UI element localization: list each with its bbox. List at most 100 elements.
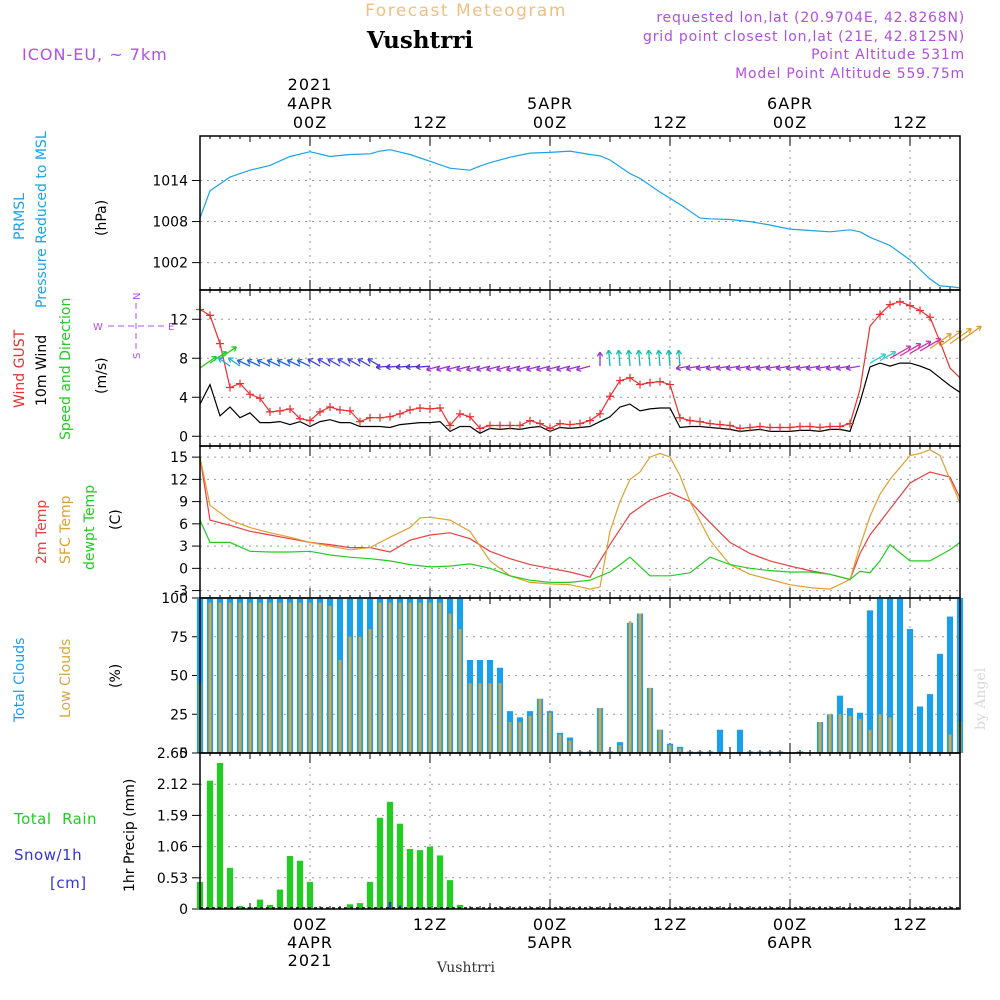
low-cloud-bar <box>828 714 832 753</box>
top-time-label: 6APR <box>767 94 813 113</box>
bottom-time-label: 4APR <box>287 933 333 952</box>
low-cloud-bar <box>488 683 492 753</box>
gust-marker <box>536 419 544 428</box>
low-cloud-bar <box>848 715 852 753</box>
y-tick-label: 15 <box>170 450 188 466</box>
top-time-label: 12Z <box>893 113 927 132</box>
gust-marker <box>816 423 824 432</box>
wind-direction-arrow <box>436 365 451 372</box>
top-time-label: 00Z <box>293 113 327 132</box>
low-cloud-bar <box>238 602 242 753</box>
total-cloud-bar <box>756 751 764 753</box>
low-cloud-bar <box>268 602 272 753</box>
pressure-panel-labels: PRMSL Pressure Reduced to MSL (hPa) <box>12 131 110 308</box>
forecast-subtitle: Forecast Meteogram <box>365 1 567 21</box>
gust-marker <box>556 419 564 428</box>
panels: 1002 1008 1014 0 4 8 12 -3 0 3 6 9 12 15 0 25 50 75 100 0 0.… <box>152 135 982 918</box>
bottom-time-label: 12Z <box>653 915 687 934</box>
gust-marker <box>526 416 534 425</box>
total-cloud-bar <box>706 751 714 753</box>
gust-marker <box>596 409 604 418</box>
station-title: Vushtrri <box>366 27 474 54</box>
wind-direction-arrow <box>675 349 683 367</box>
wind-direction-arrow <box>276 358 291 367</box>
gust-marker <box>276 406 284 415</box>
low-cloud-bar <box>408 602 412 753</box>
gust-marker <box>456 409 464 418</box>
rain-bar <box>416 850 424 909</box>
footer-station: Vushtrri <box>436 960 495 976</box>
temp-panel-labels: 2m Temp SFC Temp dewpt Temp (C) <box>34 485 124 570</box>
low-cloud-bar <box>438 602 442 753</box>
gust-marker <box>546 424 554 433</box>
series-dewpt-temp <box>199 519 961 584</box>
rain-bar <box>426 846 434 909</box>
wind-direction-arrow <box>919 338 942 352</box>
gust-marker <box>576 419 584 428</box>
wind-direction-arrow <box>317 358 331 367</box>
total-clouds-title: Total Clouds <box>12 638 28 723</box>
series-prmsl <box>199 149 961 289</box>
wind-direction-arrow <box>566 365 581 372</box>
wind-direction-arrow <box>879 350 897 362</box>
gust-marker <box>806 422 814 431</box>
y-tick-label: 0 <box>179 561 188 577</box>
wind-direction-arrow <box>635 349 643 367</box>
gust-marker <box>416 403 424 412</box>
wind-direction-arrow <box>516 365 531 372</box>
gust-marker <box>266 407 274 416</box>
compass-n: N <box>132 293 143 300</box>
gust-marker <box>786 423 794 432</box>
wind-direction-arrow <box>466 365 481 372</box>
wind-direction-arrow <box>227 357 241 367</box>
gust-marker <box>246 390 254 399</box>
wind-direction-arrow <box>327 358 341 367</box>
low-cloud-bar <box>528 715 532 753</box>
low-cloud-bar <box>348 636 352 753</box>
total-cloud-bar <box>696 751 704 753</box>
series-wind-gust <box>199 301 961 430</box>
gust-marker <box>716 420 724 429</box>
rain-bar <box>276 889 284 909</box>
wind-direction-arrow <box>655 349 663 367</box>
gust-marker <box>676 413 684 422</box>
low-cloud-bar <box>208 602 212 753</box>
rain-bar <box>296 860 304 909</box>
low-clouds-title: Low Clouds <box>58 639 74 718</box>
gust-marker <box>306 416 314 425</box>
wind-direction-arrow <box>845 364 861 372</box>
wind-dir-title: Speed and Direction <box>58 298 74 440</box>
dew-title: dewpt Temp <box>82 485 98 570</box>
wind-direction-arrow <box>337 358 351 367</box>
rain-bar <box>386 801 394 909</box>
gust-marker <box>356 417 364 426</box>
y-tick-label: 6 <box>179 517 188 533</box>
low-cloud-bar <box>458 629 462 753</box>
wind-direction-arrow <box>506 365 521 372</box>
gust-marker <box>336 405 344 414</box>
low-cloud-bar <box>838 714 842 753</box>
y-tick-label: 1.06 <box>157 840 188 856</box>
rain-bar <box>456 904 464 909</box>
wind-direction-arrow <box>959 325 982 342</box>
low-cloud-bar <box>228 602 232 753</box>
pressure-title-2: Pressure Reduced to MSL <box>34 131 50 308</box>
total-cloud-bar <box>776 751 784 753</box>
low-cloud-bar <box>678 748 682 753</box>
low-cloud-bar <box>428 602 432 753</box>
total-cloud-bar <box>686 751 694 753</box>
gridpoint-coords: grid point closest lon,lat (21E, 42.8125… <box>643 29 965 45</box>
gust-marker <box>766 423 774 432</box>
gust-marker <box>476 424 484 433</box>
total-cloud-bar <box>926 694 934 753</box>
rain-bar <box>396 823 404 909</box>
y-tick-label: 8 <box>179 351 188 367</box>
y-tick-label: 1.59 <box>157 808 188 824</box>
gust-marker <box>646 378 654 387</box>
wind-direction-arrow <box>256 358 271 367</box>
gust-marker <box>836 422 844 431</box>
total-cloud-bar <box>606 751 614 753</box>
gust-marker <box>746 423 754 432</box>
